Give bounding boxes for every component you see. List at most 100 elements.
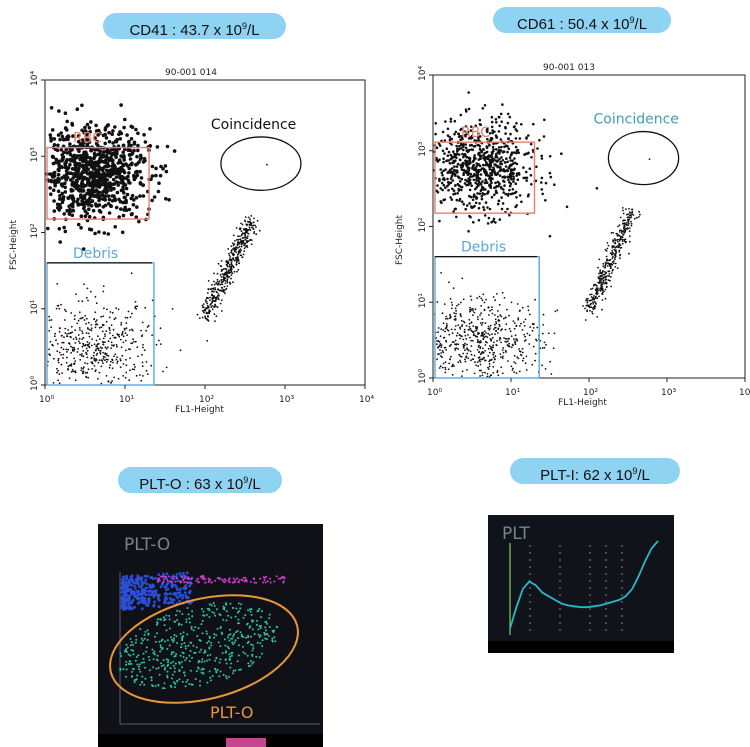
event-dot: [236, 611, 239, 614]
event-dot: [446, 154, 450, 157]
event-dot: [477, 170, 480, 174]
event-dot: [209, 299, 211, 302]
event-dot: [534, 352, 537, 355]
event-dot: [49, 136, 53, 140]
event-dot: [166, 639, 169, 642]
event-dot: [85, 322, 87, 325]
event-dot: [225, 268, 228, 270]
event-dot: [114, 353, 117, 356]
event-dot: [267, 634, 270, 637]
event-dot: [504, 316, 507, 319]
event-dot: [231, 260, 233, 262]
event-dot: [487, 366, 489, 369]
event-dot: [487, 368, 490, 370]
event-dot: [163, 164, 168, 168]
event-dot: [438, 367, 441, 369]
event-dot: [507, 147, 511, 151]
event-dot: [237, 637, 239, 640]
event-dot: [77, 348, 79, 350]
event-dot: [165, 614, 168, 617]
event-dot: [256, 219, 259, 222]
plt-o-region-label: PLT-O: [210, 703, 253, 722]
event-dot: [470, 359, 472, 362]
event-dot: [501, 355, 504, 358]
event-dot: [465, 338, 468, 340]
event-dot: [143, 349, 146, 352]
event-dot: [109, 204, 113, 208]
discriminator-guides: [529, 545, 623, 633]
event-dot: [454, 315, 456, 318]
event-dot: [504, 165, 508, 168]
event-dot: [436, 160, 440, 163]
event-dot: [508, 342, 510, 345]
event-dot: [477, 179, 480, 183]
event-dot: [475, 327, 477, 329]
event-dot: [107, 211, 112, 215]
event-dot: [482, 351, 485, 354]
event-dot: [512, 320, 515, 322]
event-dot: [79, 188, 83, 192]
event-dot: [246, 246, 249, 248]
event-dot: [492, 142, 495, 146]
event-dot: [133, 681, 136, 684]
event-dot: [607, 262, 609, 264]
event-dot: [186, 596, 190, 599]
event-dot: [87, 126, 92, 130]
event-dot: [255, 655, 258, 658]
event-dot: [142, 133, 146, 137]
event-dot: [219, 265, 222, 267]
event-dot: [157, 181, 161, 185]
event-dot: [124, 339, 127, 342]
event-dot: [268, 626, 271, 628]
event-dot: [252, 577, 255, 580]
event-dot: [179, 349, 182, 352]
event-dot: [458, 199, 461, 202]
event-dot: [86, 356, 89, 359]
event-dot: [542, 135, 546, 138]
event-dot: [460, 200, 464, 203]
event-dot: [229, 666, 232, 669]
event-dot: [70, 363, 73, 366]
event-dot: [141, 353, 143, 356]
event-dot: [246, 235, 249, 238]
event-dot: [455, 309, 457, 312]
event-dot: [527, 134, 530, 137]
event-dot: [82, 367, 84, 370]
event-dot: [449, 120, 453, 123]
event-dot: [219, 273, 222, 276]
event-dot: [469, 336, 471, 339]
event-dot: [454, 184, 457, 187]
event-dot: [202, 667, 205, 670]
event-dot: [48, 330, 51, 332]
event-dot: [163, 578, 166, 581]
event-dot: [470, 339, 472, 342]
event-dot: [474, 308, 477, 311]
event-dot: [223, 578, 226, 581]
event-dot: [460, 185, 464, 189]
event-dot: [249, 610, 252, 613]
event-dot: [452, 189, 456, 192]
event-dot: [223, 285, 226, 288]
event-dot: [222, 276, 225, 278]
event-dot: [93, 343, 96, 346]
event-dot: [218, 280, 221, 283]
event-dot: [50, 154, 55, 159]
event-dot: [56, 367, 58, 370]
event-dot: [56, 304, 59, 307]
event-dot: [155, 145, 160, 149]
event-dot: [141, 675, 144, 678]
event-dot: [235, 261, 238, 264]
event-dot: [499, 353, 502, 355]
event-dot: [494, 333, 496, 336]
event-dot: [66, 333, 68, 335]
event-dot: [109, 155, 113, 160]
event-dot: [596, 288, 599, 291]
event-dot: [122, 599, 126, 603]
event-dot: [49, 340, 52, 343]
event-dot: [134, 163, 138, 167]
event-dot: [165, 583, 169, 586]
event-dot: [603, 282, 606, 285]
event-dot: [534, 298, 536, 301]
event-dot: [107, 340, 110, 343]
event-dot: [79, 193, 83, 197]
